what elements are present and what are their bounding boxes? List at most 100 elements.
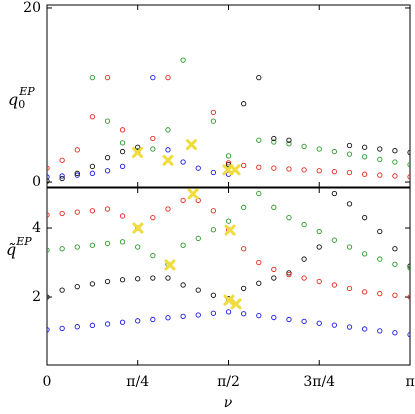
data-point xyxy=(271,266,277,273)
data-point xyxy=(331,148,338,155)
data-point xyxy=(241,311,247,317)
data-point xyxy=(331,237,338,243)
data-point xyxy=(59,246,65,252)
data-point xyxy=(377,146,383,152)
data-point xyxy=(195,165,201,171)
data-point xyxy=(135,318,141,324)
data-point xyxy=(47,178,50,184)
bottom-frame xyxy=(46,187,411,366)
data-point xyxy=(316,320,322,326)
data-point xyxy=(256,280,262,286)
data-point xyxy=(256,137,262,143)
data-point xyxy=(210,208,217,214)
data-point xyxy=(74,172,80,178)
data-point xyxy=(286,215,292,221)
data-point xyxy=(210,292,217,298)
data-point xyxy=(331,168,338,175)
data-point xyxy=(361,251,368,257)
data-point xyxy=(361,171,368,177)
data-point xyxy=(150,135,156,142)
data-point xyxy=(195,312,201,318)
data-point xyxy=(180,197,186,204)
data-point xyxy=(271,165,277,171)
data-point xyxy=(150,275,156,281)
data-point xyxy=(286,137,292,143)
data-point xyxy=(377,228,383,235)
exceptional-point xyxy=(229,164,241,176)
data-point xyxy=(377,328,383,334)
data-point xyxy=(165,74,171,81)
bottom-y-label: q̃EP xyxy=(6,235,32,259)
data-point xyxy=(256,190,262,197)
data-point xyxy=(346,169,353,176)
data-point xyxy=(271,135,277,142)
data-point xyxy=(392,330,398,336)
data-point xyxy=(392,173,398,179)
y-tick-label: 2 xyxy=(32,289,41,305)
data-point xyxy=(346,324,353,330)
data-point xyxy=(47,327,50,333)
data-point xyxy=(119,148,126,155)
data-point xyxy=(165,147,171,153)
data-point xyxy=(180,159,186,165)
data-point xyxy=(407,263,410,269)
data-point xyxy=(89,242,96,248)
data-point xyxy=(301,318,307,325)
data-point xyxy=(241,101,247,107)
data-point xyxy=(392,159,398,165)
data-point xyxy=(256,259,262,266)
plot-area xyxy=(47,57,410,184)
x-tick-label: π/4 xyxy=(126,374,149,390)
data-point xyxy=(316,168,322,174)
data-point xyxy=(361,215,368,221)
data-point xyxy=(377,256,383,262)
data-point xyxy=(286,271,292,278)
data-point xyxy=(407,294,410,300)
data-point xyxy=(256,74,262,81)
data-point xyxy=(135,144,141,150)
data-point xyxy=(89,322,96,328)
data-point xyxy=(225,218,232,224)
data-point xyxy=(407,265,410,271)
exceptional-point xyxy=(164,259,176,271)
data-point xyxy=(377,172,383,178)
data-point xyxy=(59,325,65,332)
data-point xyxy=(104,206,111,212)
data-point xyxy=(256,164,262,170)
data-point xyxy=(180,313,186,320)
data-point xyxy=(59,175,65,182)
data-point xyxy=(346,285,353,292)
data-point xyxy=(135,244,141,250)
data-point xyxy=(59,157,65,163)
data-point xyxy=(165,275,171,281)
data-point xyxy=(47,247,50,253)
data-point xyxy=(119,319,126,325)
data-point xyxy=(180,242,186,248)
data-point xyxy=(180,57,186,63)
data-point xyxy=(346,244,353,250)
top-y-label: q0EP xyxy=(8,85,35,111)
data-point xyxy=(59,210,65,217)
data-point xyxy=(407,174,410,180)
data-point xyxy=(256,313,262,319)
data-point xyxy=(392,246,398,252)
data-point xyxy=(47,212,50,218)
data-point xyxy=(104,168,111,174)
data-point xyxy=(150,215,156,221)
data-point xyxy=(346,201,353,207)
data-point xyxy=(74,284,80,290)
data-point xyxy=(241,246,247,252)
data-point xyxy=(89,114,96,120)
x-label: ν xyxy=(224,395,233,411)
exceptional-point xyxy=(224,224,236,236)
data-point xyxy=(47,174,50,180)
data-point xyxy=(316,278,322,285)
data-point xyxy=(271,314,277,321)
data-point xyxy=(346,151,353,157)
data-point xyxy=(119,277,126,283)
data-point xyxy=(316,228,322,235)
data-point xyxy=(301,143,307,150)
data-point xyxy=(301,221,307,228)
y-tick-label: 0 xyxy=(32,174,41,190)
data-point xyxy=(331,322,338,328)
